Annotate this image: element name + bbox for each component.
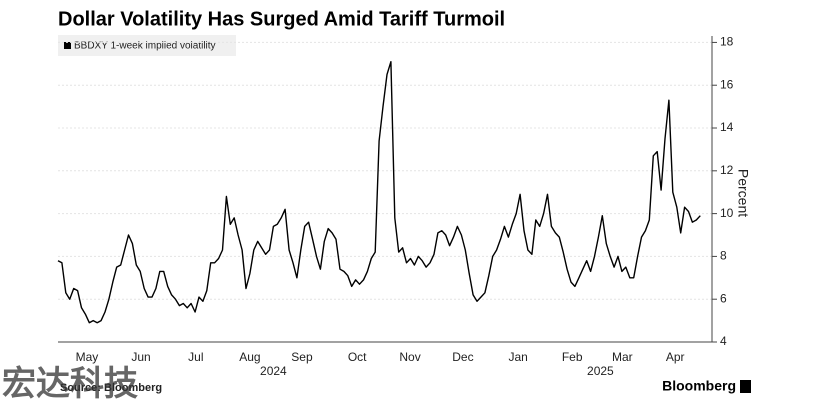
x-tick-label: Jun — [131, 350, 150, 364]
y-tick-label: 10 — [720, 206, 734, 220]
y-tick-label: 4 — [720, 334, 727, 348]
year-label: 2025 — [587, 364, 614, 378]
chart-title: Dollar Volatility Has Surged Amid Tariff… — [58, 8, 505, 30]
brand-icon — [740, 380, 751, 393]
x-tick-label: Mar — [612, 350, 633, 364]
legend-box — [58, 35, 236, 56]
y-tick-label: 6 — [720, 291, 727, 305]
y-axis-label: Percent — [735, 169, 751, 217]
legend-label: BBDXY 1-week implied volatility — [74, 41, 216, 52]
line-series — [57, 61, 701, 324]
y-tick-label: 16 — [720, 77, 734, 91]
x-tick-label: Jan — [508, 350, 527, 364]
x-tick-label: Feb — [562, 350, 583, 364]
x-tick-label: Sep — [291, 350, 313, 364]
x-tick-label: Dec — [452, 350, 473, 364]
x-tick-label: May — [76, 350, 99, 364]
y-tick-label: 18 — [720, 35, 734, 49]
brand: Bloomberg — [662, 378, 736, 394]
year-label: 2024 — [260, 364, 287, 378]
y-tick-label: 8 — [720, 249, 727, 263]
x-tick-label: Jul — [188, 350, 203, 364]
x-tick-label: Nov — [399, 350, 420, 364]
y-tick-label: 14 — [720, 120, 734, 134]
legend-swatch — [64, 42, 71, 49]
x-tick-label: Oct — [348, 350, 367, 364]
x-tick-label: Aug — [239, 350, 260, 364]
source: Source: Bloomberg — [60, 382, 162, 394]
y-tick-label: 12 — [720, 163, 734, 177]
x-tick-label: Apr — [666, 350, 685, 364]
watermark: 宏达科技 — [2, 364, 138, 403]
